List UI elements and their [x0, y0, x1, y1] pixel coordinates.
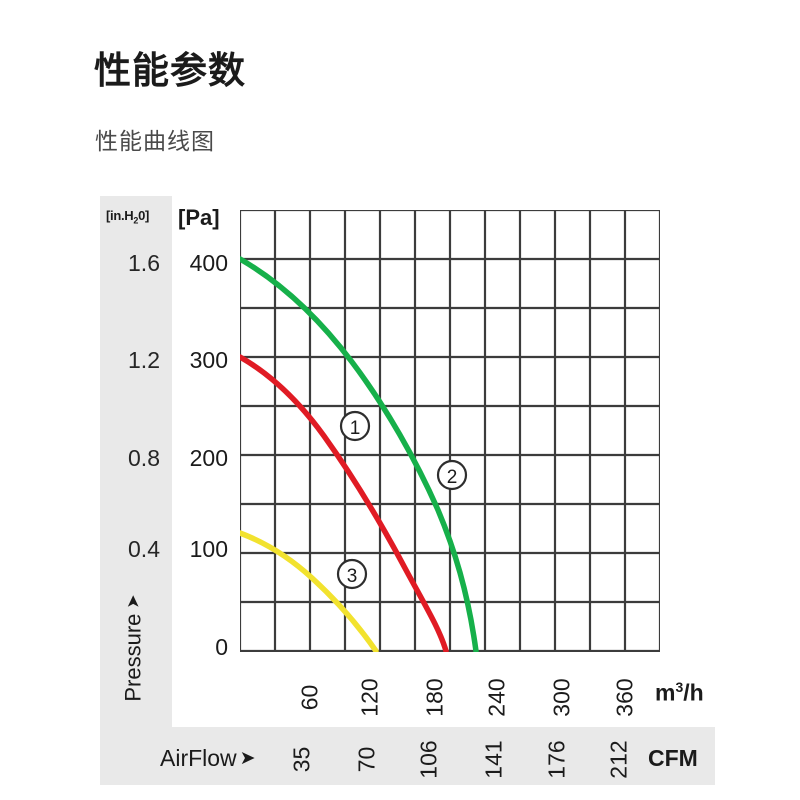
x-tick-secondary-0: 35	[288, 746, 315, 772]
y-unit-base: [in.H	[106, 208, 134, 223]
page-title: 性能参数	[94, 50, 246, 91]
y-tick-secondary-3: 0.4	[128, 536, 160, 562]
series-marker-2: 2	[436, 459, 468, 491]
svg-text:3: 3	[347, 566, 358, 587]
y-unit-subscript: 2	[133, 215, 139, 226]
x-tick-primary-2: 180	[421, 678, 448, 717]
arrow-right-icon: ➤	[239, 748, 256, 769]
x-tick-primary-5: 360	[611, 678, 638, 717]
y-axis-secondary-unit: [in.H20]	[106, 208, 149, 226]
svg-text:1: 1	[350, 418, 361, 439]
x-axis-primary-unit: m3/h	[655, 679, 704, 707]
y-tick-primary-4: 0	[215, 634, 228, 660]
y-axis-panel-background	[100, 196, 172, 740]
x-axis-title: AirFlow ➤	[160, 745, 256, 772]
x-axis-panel-background	[100, 727, 715, 785]
arrow-up-icon: ➤	[123, 593, 143, 609]
x-unit-superscript: 3	[675, 679, 684, 695]
series-marker-3: 3	[336, 558, 368, 590]
x-tick-secondary-1: 70	[353, 746, 380, 772]
y-axis-title: Pressure ➤	[104, 560, 164, 735]
x-tick-primary-0: 60	[296, 684, 323, 711]
y-axis-title-text: Pressure	[121, 613, 147, 702]
y-tick-primary-2: 200	[189, 445, 228, 471]
x-tick-secondary-4: 176	[543, 739, 570, 779]
grid-lines	[240, 210, 660, 652]
x-tick-secondary-5: 212	[605, 739, 632, 779]
curve-series-1	[240, 354, 449, 652]
x-tick-primary-1: 120	[356, 678, 383, 717]
svg-text:2: 2	[447, 467, 458, 488]
page-subtitle: 性能曲线图	[95, 128, 215, 154]
x-tick-primary-3: 240	[483, 678, 510, 717]
x-tick-secondary-3: 141	[480, 739, 507, 779]
x-unit-base: m	[655, 679, 676, 706]
x-unit-tail: /h	[683, 679, 704, 706]
y-axis-primary-unit: [Pa]	[178, 205, 220, 230]
y-tick-primary-1: 300	[189, 347, 228, 373]
y-tick-primary-3: 100	[189, 536, 228, 562]
x-axis-secondary-unit: CFM	[648, 745, 698, 771]
series-marker-1: 1	[339, 410, 371, 442]
y-tick-secondary-1: 1.2	[128, 347, 160, 373]
x-tick-primary-4: 300	[548, 678, 575, 717]
plot-area: 1 2 3	[240, 210, 660, 652]
curve-series-2	[240, 256, 479, 652]
x-tick-secondary-2: 106	[415, 739, 442, 779]
y-unit-tail: 0]	[138, 208, 150, 223]
curve-series-3	[240, 530, 379, 652]
y-tick-secondary-2: 0.8	[128, 445, 160, 471]
y-tick-primary-0: 400	[189, 250, 228, 276]
y-tick-secondary-0: 1.6	[128, 250, 160, 276]
x-axis-title-text: AirFlow	[160, 745, 237, 771]
